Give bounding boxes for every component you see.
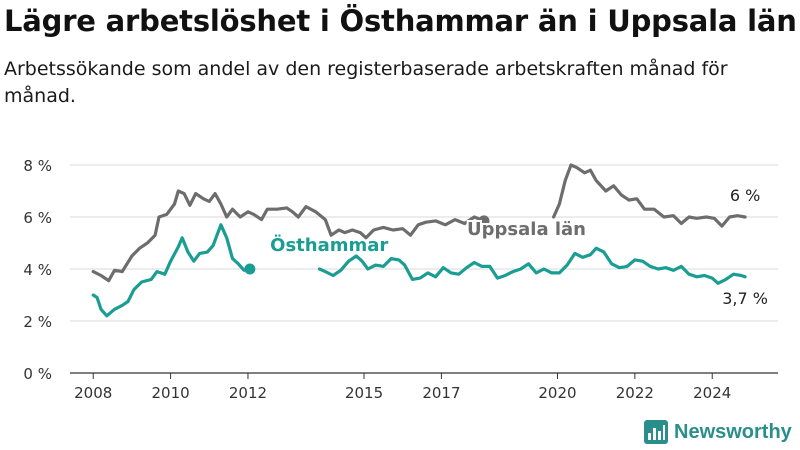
x-tick-label: 2008	[74, 384, 112, 402]
chart-subtitle: Arbetssökande som andel av den registerb…	[4, 58, 728, 107]
x-tick-label: 2022	[616, 384, 654, 402]
series-annotation: Uppsala län	[467, 219, 586, 240]
end-label-osthammar: 3,7 %	[722, 289, 768, 308]
logo-text: Newsworthy	[674, 420, 792, 443]
series-line-uppsala-l-n-1	[552, 163, 747, 228]
x-tick-label: 2017	[422, 384, 460, 402]
newsworthy-logo: Newsworthy	[644, 420, 792, 444]
x-tick-label: 2015	[345, 384, 383, 402]
chart-title: Lägre arbetslöshet i Östhammar än i Upps…	[4, 4, 797, 38]
series-annotation: Östhammar	[270, 234, 388, 256]
x-tick-label: 2024	[693, 384, 731, 402]
series-line--sthammar-2	[91, 223, 252, 318]
x-tick-label: 2010	[151, 384, 189, 402]
end-label-uppsala: 6 %	[730, 186, 760, 205]
x-tick-label: 2012	[229, 384, 267, 402]
end-point--sthammar	[244, 263, 256, 275]
y-tick-label: 6 %	[23, 209, 52, 227]
bar-chart-icon	[644, 420, 668, 444]
y-tick-label: 0 %	[23, 365, 52, 383]
x-tick-label: 2020	[538, 384, 576, 402]
y-tick-label: 2 %	[23, 313, 52, 331]
series-line--sthammar-3	[317, 246, 747, 285]
end-point-uppsala-l-n	[478, 215, 490, 227]
series-line-uppsala-l-n-0	[91, 189, 486, 283]
y-tick-label: 8 %	[23, 157, 52, 175]
y-tick-label: 4 %	[23, 261, 52, 279]
